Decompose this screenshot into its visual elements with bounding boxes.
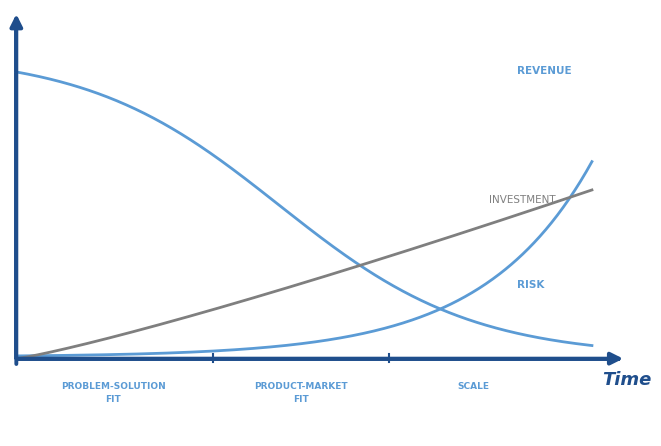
Text: INVESTMENT: INVESTMENT [488,195,555,205]
Text: SCALE: SCALE [457,382,489,391]
Text: Time: Time [602,371,651,389]
Text: PROBLEM-SOLUTION
FIT: PROBLEM-SOLUTION FIT [61,382,166,404]
Text: REVENUE: REVENUE [517,66,572,76]
Text: PRODUCT-MARKET
FIT: PRODUCT-MARKET FIT [254,382,348,404]
Text: RISK: RISK [517,281,544,290]
